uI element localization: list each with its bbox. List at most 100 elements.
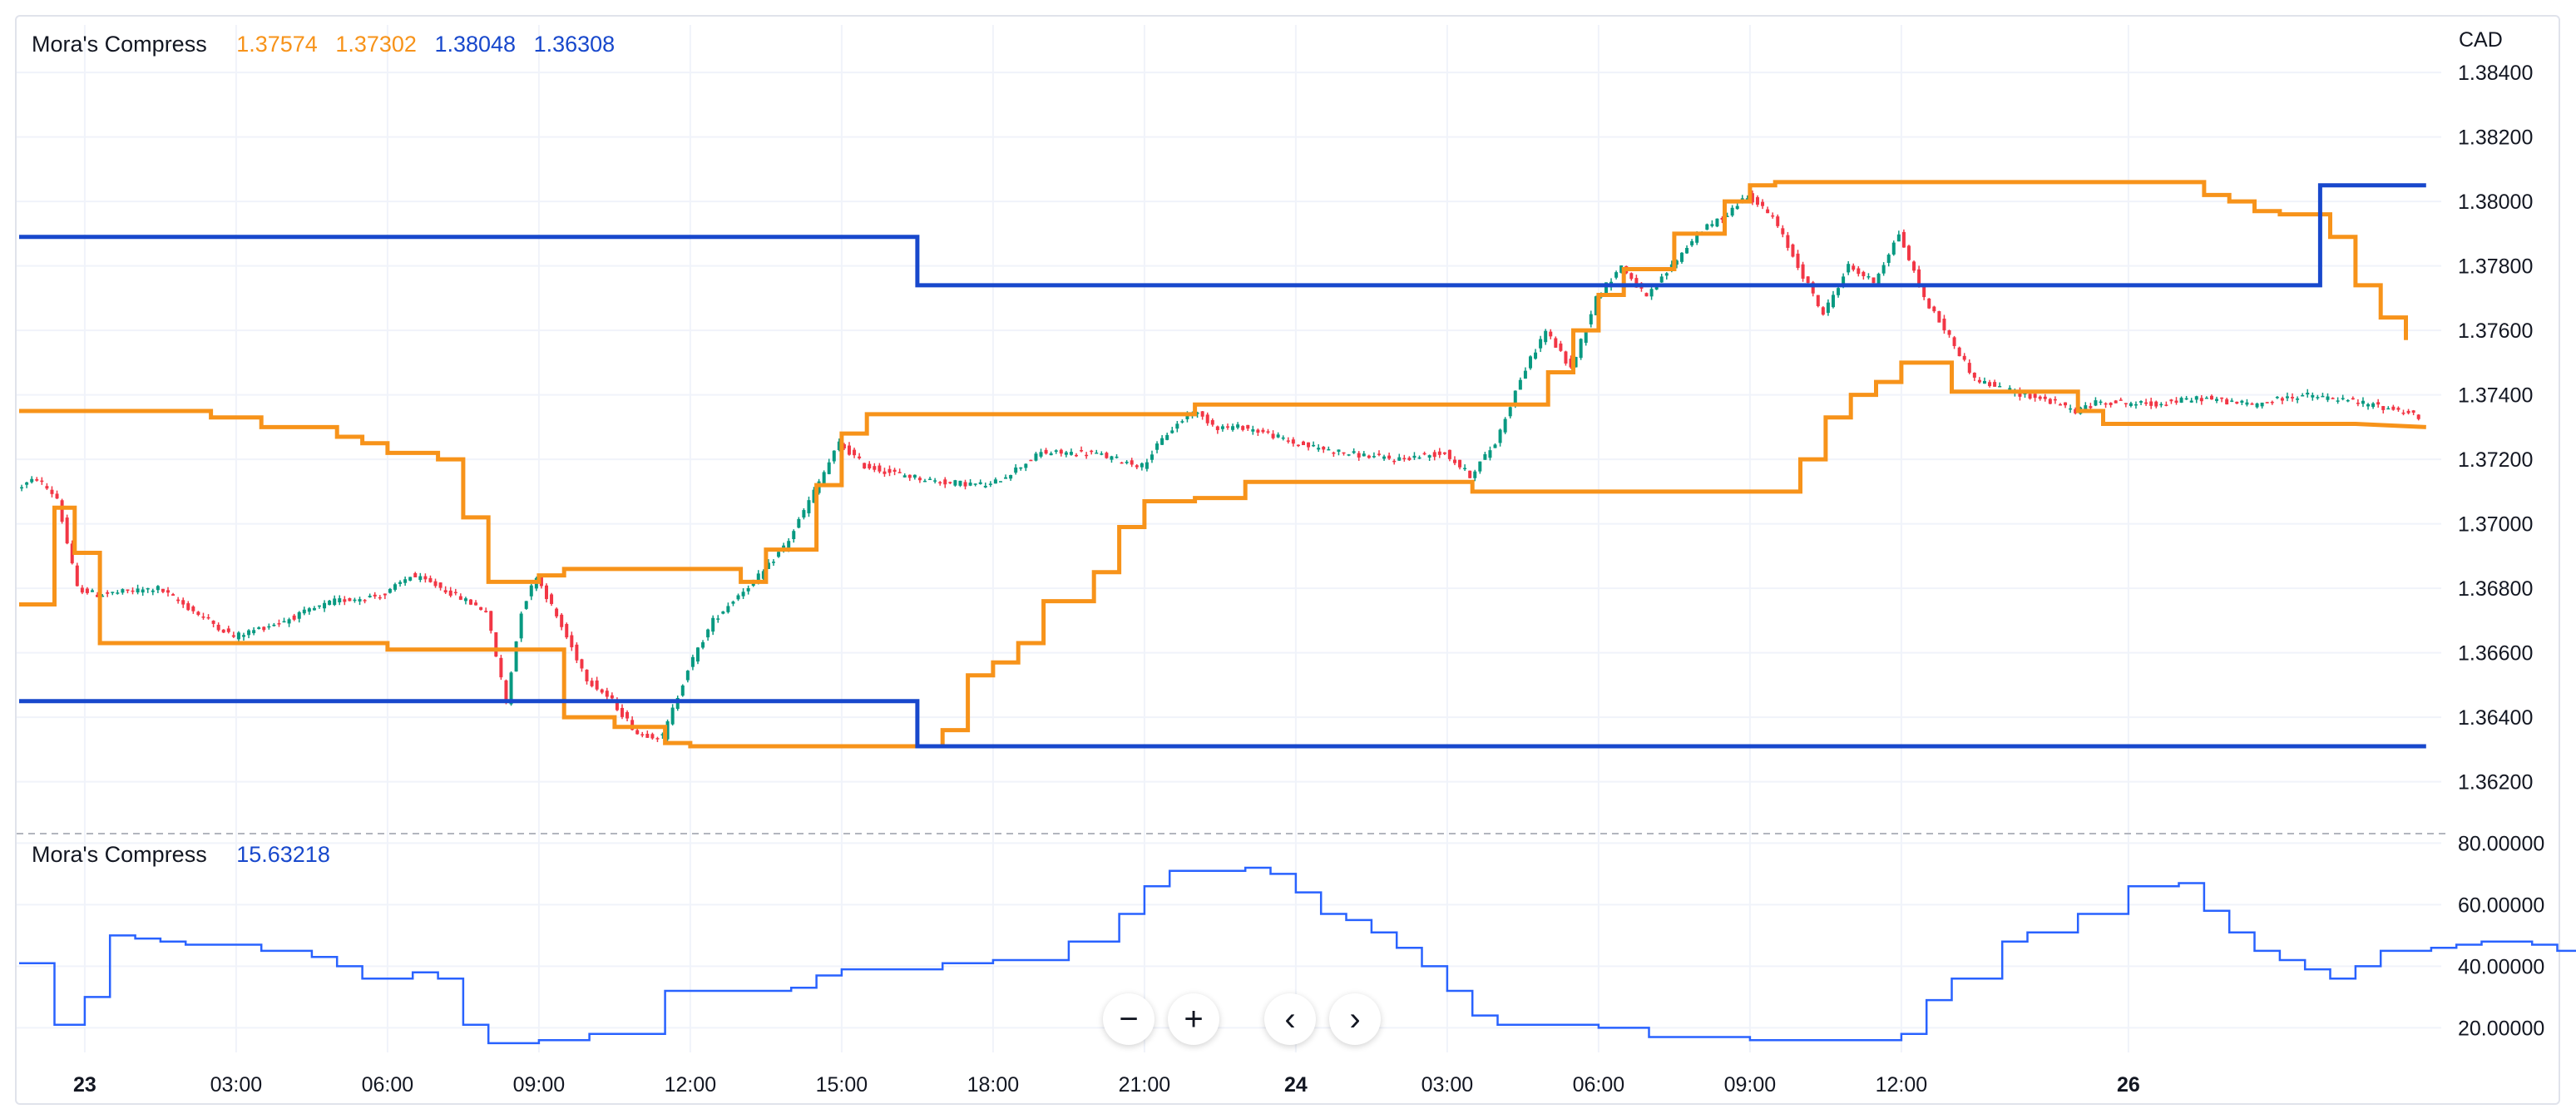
candle-body-420 (2139, 401, 2143, 403)
candle-body-300 (1534, 352, 1538, 359)
candle-body-416 (2119, 399, 2123, 401)
candle-body-223 (1145, 462, 1149, 469)
candle-body-9 (65, 517, 69, 544)
candle-body-285 (1458, 459, 1462, 468)
candle-body-24 (141, 589, 145, 593)
candle-body-398 (2028, 394, 2032, 399)
currency-label[interactable]: CAD (2459, 28, 2503, 52)
candle-body-150 (777, 552, 781, 557)
candle-body-46 (252, 630, 256, 634)
candle-body-437 (2225, 399, 2229, 405)
candle-body-401 (2043, 396, 2047, 399)
candle-body-448 (2280, 398, 2284, 401)
candle-body-56 (302, 609, 306, 614)
candle-body-361 (1842, 276, 1846, 285)
candle-body-455 (2316, 397, 2320, 399)
candle-body-122 (635, 730, 640, 735)
candle-body-373 (1901, 231, 1906, 248)
candle-body-460 (2341, 398, 2345, 399)
sub-indicator-name[interactable]: Mora's Compress (32, 842, 207, 867)
main-indicator-name[interactable]: Mora's Compress (32, 32, 207, 57)
price-tick-label-8: 1.36800 (2458, 577, 2533, 601)
time-tick-label-6: 18:00 (967, 1073, 1020, 1097)
candle-body-10 (70, 543, 74, 564)
candle-body-417 (2124, 403, 2128, 404)
candle-body-265 (1357, 453, 1361, 458)
candle-body-424 (2159, 403, 2163, 406)
price-axis[interactable]: 1.38400 1.38200 1.38000 1.37800 1.37600 1.374… (2458, 62, 2533, 795)
time-axis[interactable]: 23 03:00 06:00 09:00 12:00 15:00 18:00 21:00 24 0… (73, 1073, 2140, 1097)
candle-body-474 (2411, 410, 2415, 413)
candle-body-128 (665, 720, 670, 740)
candle-body-30 (171, 594, 176, 596)
candle-body-362 (1847, 264, 1851, 273)
candle-body-280 (1432, 452, 1436, 458)
candle-body-465 (2366, 403, 2371, 407)
candle-body-374 (1906, 245, 1911, 260)
candle-body-209 (1074, 454, 1078, 457)
candle-body-297 (1518, 379, 1522, 390)
scroll-right-button[interactable]: › (1329, 993, 1381, 1045)
candle-body-149 (771, 562, 775, 563)
candle-body-156 (807, 500, 811, 513)
candle-body-368 (1876, 274, 1881, 285)
candle-body-360 (1837, 288, 1841, 295)
scroll-controls: ‹ › (1264, 993, 1381, 1045)
candle-body-263 (1347, 454, 1351, 456)
candle-body-60 (323, 602, 327, 609)
candle-body-212 (1090, 450, 1094, 453)
candle-body-289 (1478, 461, 1482, 472)
candle-body-336 (1715, 218, 1719, 227)
candle-body-137 (711, 617, 715, 632)
candle-body-6 (50, 489, 54, 494)
candle-body-387 (1972, 372, 1976, 378)
zoom-in-button[interactable]: + (1168, 993, 1219, 1045)
time-tick-label-4: 12:00 (665, 1073, 717, 1097)
candle-body-471 (2396, 408, 2400, 410)
candle-body-162 (837, 441, 841, 450)
candle-body-293 (1498, 429, 1502, 443)
candle-body-407 (2074, 408, 2078, 413)
chart-frame (15, 15, 2560, 1105)
sub-price-axis[interactable]: 80.00000 60.00000 40.00000 20.00000 (2458, 832, 2544, 1040)
candle-body-131 (680, 685, 685, 696)
candle-body-22 (131, 590, 135, 592)
candle-body-84 (443, 590, 447, 593)
main-legend-value-3: 1.38048 (434, 32, 517, 57)
candle-body-311 (1589, 314, 1593, 324)
candle-body-4 (40, 480, 44, 483)
scroll-left-button[interactable]: ‹ (1264, 993, 1316, 1045)
candle-body-236 (1210, 419, 1214, 425)
candle-body-29 (166, 590, 170, 593)
candle-body-250 (1281, 437, 1285, 439)
candle-body-343 (1750, 193, 1754, 203)
candle-body-215 (1105, 453, 1109, 458)
candle-body-42 (231, 635, 235, 637)
candle-body-52 (282, 621, 286, 623)
candle-body-27 (156, 586, 160, 591)
candle-body-292 (1493, 444, 1497, 448)
candle-body-222 (1140, 463, 1144, 468)
candle-body-319 (1629, 273, 1634, 280)
candle-body-278 (1422, 453, 1426, 455)
time-tick-label-3: 09:00 (513, 1073, 566, 1097)
zoom-out-button[interactable]: − (1103, 993, 1155, 1045)
sub-legend: Mora's Compress 15.63218 (32, 842, 342, 868)
candle-body-279 (1427, 455, 1431, 458)
candle-body-375 (1912, 261, 1916, 271)
candle-body-16 (101, 595, 105, 597)
candle-body-153 (792, 531, 796, 540)
candle-body-152 (787, 541, 791, 549)
candle-body-143 (741, 592, 745, 597)
candle-body-260 (1332, 452, 1336, 454)
candle-body-427 (2174, 400, 2178, 403)
candle-body-95 (499, 657, 503, 678)
candle-body-332 (1695, 232, 1699, 243)
candle-body-367 (1871, 277, 1876, 284)
candle-body-70 (373, 594, 377, 597)
candle-body-378 (1927, 298, 1931, 309)
candle-body-77 (408, 577, 413, 581)
candlestick-series (20, 190, 2420, 742)
candle-body-306 (1564, 351, 1568, 364)
